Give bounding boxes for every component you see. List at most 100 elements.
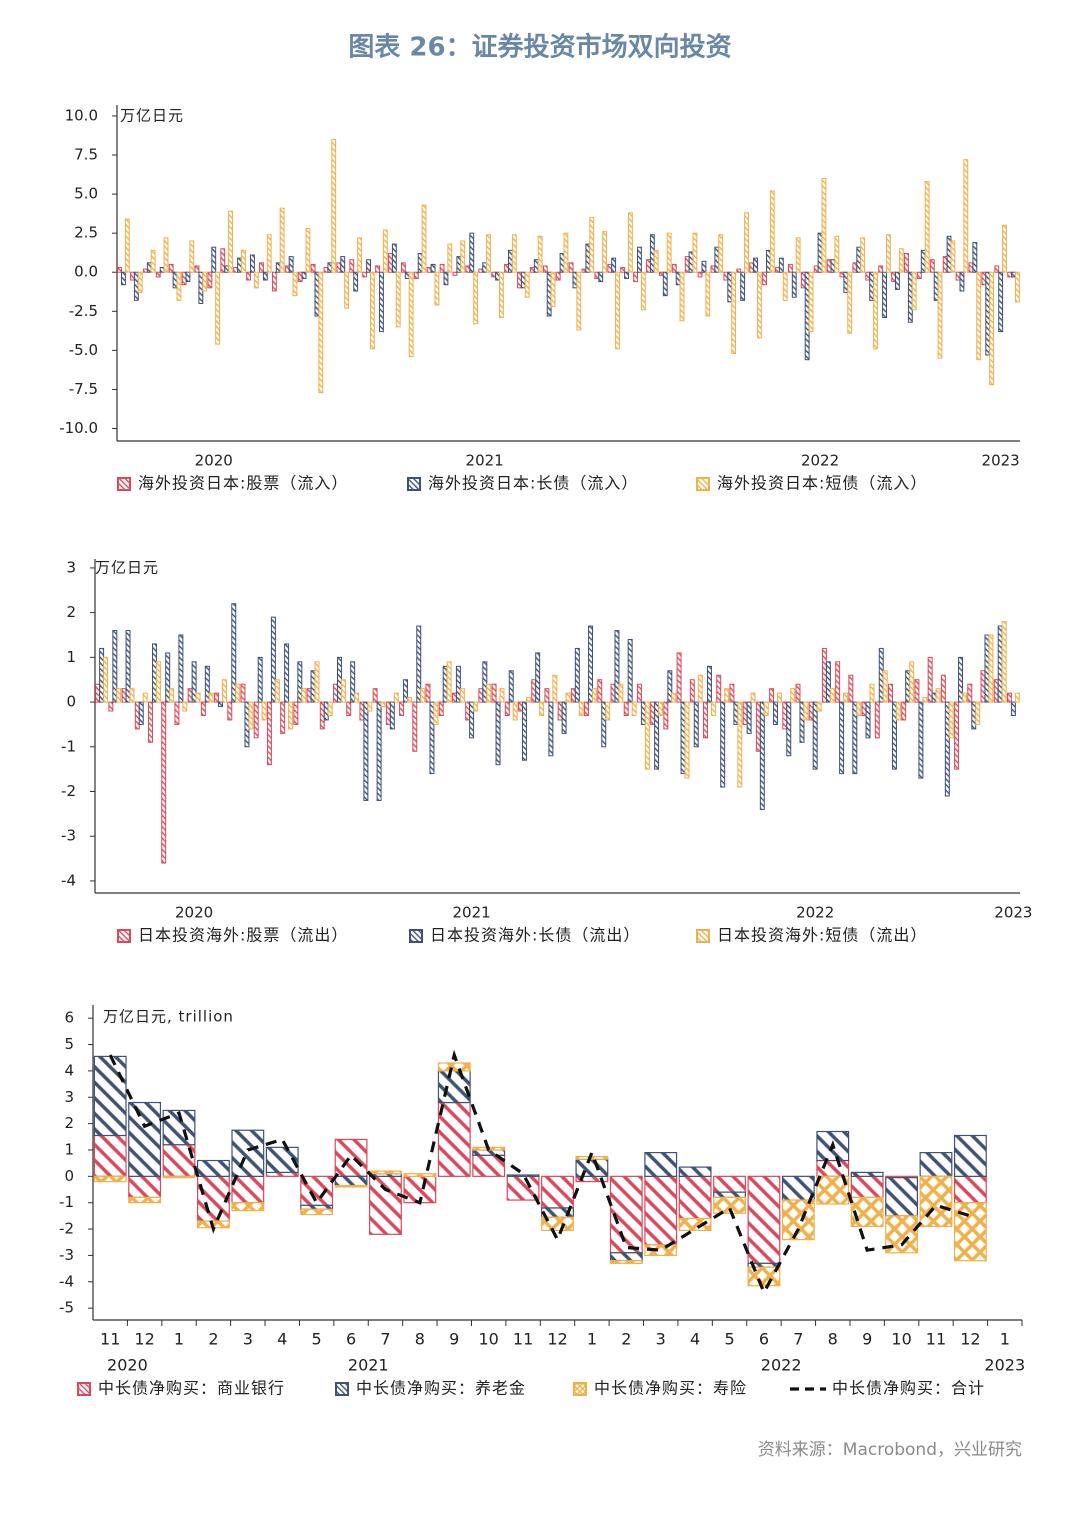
bar bbox=[271, 271, 277, 292]
bar bbox=[172, 271, 178, 289]
bar bbox=[997, 625, 1003, 703]
bar bbox=[572, 271, 578, 289]
bar bbox=[971, 701, 977, 730]
bar bbox=[800, 271, 806, 289]
bar bbox=[746, 701, 752, 734]
stacked-bar bbox=[713, 1175, 746, 1193]
y-axis-unit: 万亿日元, trillion bbox=[103, 1008, 234, 1026]
legend-label: 中长债净购买：养老金 bbox=[356, 1379, 526, 1398]
stacked-bar bbox=[128, 1196, 162, 1204]
bar bbox=[393, 692, 399, 703]
bar bbox=[261, 701, 267, 721]
bar bbox=[574, 647, 580, 703]
y-tick-label: -2.5 bbox=[69, 302, 98, 320]
x-year-label: 2020 bbox=[195, 452, 233, 470]
bar bbox=[150, 249, 156, 273]
bar bbox=[533, 259, 539, 273]
bar bbox=[99, 647, 105, 703]
bar bbox=[650, 701, 656, 725]
bar bbox=[491, 683, 497, 703]
bar bbox=[602, 231, 608, 273]
bar bbox=[1014, 692, 1020, 703]
x-month-label: 11 bbox=[926, 1330, 946, 1349]
bar bbox=[993, 679, 999, 703]
bar bbox=[759, 701, 765, 810]
bar bbox=[716, 674, 722, 703]
bar bbox=[935, 688, 941, 703]
bar bbox=[537, 235, 543, 273]
bar bbox=[601, 701, 607, 748]
bar bbox=[847, 271, 853, 334]
stacked-bar bbox=[265, 1146, 299, 1173]
bar bbox=[525, 697, 531, 703]
bar bbox=[769, 190, 775, 273]
bar bbox=[340, 679, 346, 703]
stacked-bar bbox=[93, 1175, 127, 1183]
bar bbox=[521, 701, 527, 761]
bar bbox=[901, 701, 907, 721]
bar bbox=[766, 249, 771, 273]
bar bbox=[666, 232, 672, 273]
legend-swatch bbox=[117, 929, 131, 943]
bar bbox=[929, 259, 935, 273]
bar bbox=[346, 701, 352, 716]
bar bbox=[399, 701, 405, 716]
bar bbox=[161, 701, 167, 864]
legend-label: 中长债净购买：合计 bbox=[832, 1379, 985, 1398]
bar bbox=[830, 259, 836, 273]
bar bbox=[720, 701, 726, 788]
bar bbox=[633, 271, 639, 283]
bar bbox=[388, 252, 393, 273]
bar bbox=[108, 701, 114, 712]
bar bbox=[301, 271, 307, 279]
bar bbox=[756, 271, 762, 339]
x-month-label: 9 bbox=[862, 1330, 872, 1349]
bar bbox=[998, 271, 1004, 333]
bar bbox=[755, 701, 761, 752]
y-tick-label: 6 bbox=[64, 1009, 74, 1027]
bar bbox=[297, 271, 303, 283]
bar bbox=[946, 235, 952, 273]
y-tick-label: 2.5 bbox=[74, 224, 98, 242]
bar bbox=[658, 271, 664, 276]
stacked-bar bbox=[196, 1175, 230, 1222]
bar bbox=[486, 683, 492, 703]
bar bbox=[1001, 621, 1007, 703]
bar bbox=[933, 271, 939, 301]
bar bbox=[598, 271, 604, 283]
bar bbox=[636, 683, 642, 703]
bar bbox=[826, 259, 832, 273]
bar bbox=[455, 665, 461, 703]
bar bbox=[963, 159, 969, 273]
stacked-bar bbox=[128, 1175, 162, 1199]
stacked-bar bbox=[747, 1175, 781, 1264]
y-tick-label: 5 bbox=[64, 1035, 74, 1053]
bar bbox=[882, 271, 887, 319]
bar bbox=[955, 271, 961, 281]
y-tick-label: -3 bbox=[61, 827, 76, 845]
bar bbox=[654, 701, 660, 770]
bar bbox=[495, 271, 500, 281]
bar bbox=[148, 701, 153, 743]
bar bbox=[958, 656, 964, 703]
bar bbox=[773, 701, 779, 725]
bar bbox=[697, 271, 703, 278]
bar bbox=[403, 679, 409, 703]
bar bbox=[357, 237, 362, 273]
y-axis-unit: 万亿日元 bbox=[120, 107, 184, 125]
bar bbox=[266, 234, 272, 273]
bar bbox=[168, 263, 174, 273]
x-month-label: 5 bbox=[724, 1330, 734, 1349]
bar bbox=[729, 683, 735, 703]
x-month-label: 3 bbox=[656, 1330, 666, 1349]
bar bbox=[584, 701, 590, 716]
bar bbox=[194, 265, 200, 273]
x-year-label: 2021 bbox=[466, 452, 504, 470]
bar bbox=[714, 246, 720, 273]
stacked-bar bbox=[506, 1174, 540, 1177]
bar bbox=[631, 701, 637, 716]
stacked-bar bbox=[369, 1175, 402, 1235]
x-month-label: 1 bbox=[587, 1330, 597, 1349]
x-year-label: 2022 bbox=[761, 1356, 802, 1375]
bar bbox=[843, 271, 849, 294]
